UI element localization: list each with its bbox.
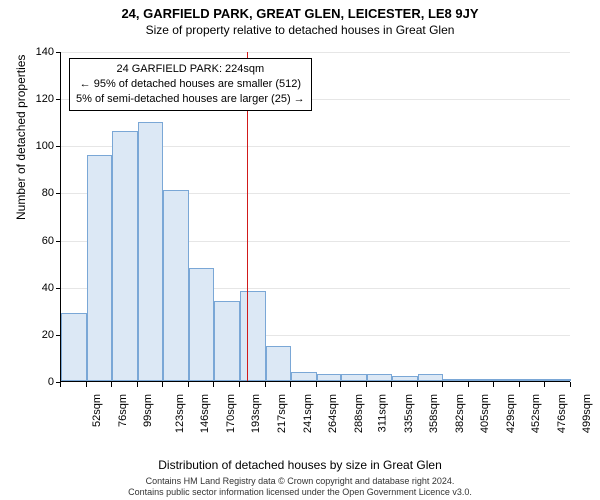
xtick-label: 241sqm (302, 394, 314, 433)
histogram-bar (112, 131, 138, 381)
histogram-bar (189, 268, 214, 381)
ytick-label: 0 (24, 376, 54, 388)
xtick-label: 193sqm (250, 394, 262, 433)
xtick-mark (111, 382, 112, 387)
xtick-label: 382sqm (454, 394, 466, 433)
title-block: 24, GARFIELD PARK, GREAT GLEN, LEICESTER… (0, 0, 600, 37)
histogram-bar (367, 374, 392, 381)
histogram-bar (392, 376, 418, 381)
xtick-mark (570, 382, 571, 387)
histogram-bar (341, 374, 367, 381)
histogram-bar (494, 379, 520, 381)
chart-container: 020406080100120140 24 GARFIELD PARK: 224… (60, 52, 570, 412)
xtick-label: 429sqm (505, 394, 517, 433)
annot-line1: 24 GARFIELD PARK: 224sqm (76, 62, 305, 77)
xtick-label: 217sqm (276, 394, 288, 433)
xtick-label: 99sqm (142, 394, 154, 427)
xtick-mark (493, 382, 494, 387)
histogram-bar (545, 379, 571, 381)
xtick-mark (544, 382, 545, 387)
xtick-mark (265, 382, 266, 387)
xtick-label: 170sqm (225, 394, 237, 433)
xtick-mark (213, 382, 214, 387)
xtick-label: 476sqm (556, 394, 568, 433)
histogram-bar (266, 346, 291, 381)
ytick-label: 60 (24, 235, 54, 247)
xtick-label: 264sqm (327, 394, 339, 433)
annot-line2: ← 95% of detached houses are smaller (51… (76, 77, 305, 92)
xtick-mark (137, 382, 138, 387)
page-title: 24, GARFIELD PARK, GREAT GLEN, LEICESTER… (0, 6, 600, 21)
histogram-bar (61, 313, 87, 381)
histogram-bar (418, 374, 443, 381)
xtick-label: 146sqm (199, 394, 211, 433)
ytick-label: 40 (24, 282, 54, 294)
xtick-mark (519, 382, 520, 387)
xtick-mark (417, 382, 418, 387)
ytick-mark (56, 241, 61, 242)
xtick-label: 288sqm (353, 394, 365, 433)
histogram-bar (317, 374, 342, 381)
ytick-label: 20 (24, 329, 54, 341)
xtick-mark (391, 382, 392, 387)
histogram-bar (520, 379, 545, 381)
ytick-mark (56, 288, 61, 289)
xtick-label: 452sqm (530, 394, 542, 433)
ytick-mark (56, 193, 61, 194)
xtick-mark (60, 382, 61, 387)
xtick-mark (239, 382, 240, 387)
x-axis-label: Distribution of detached houses by size … (0, 458, 600, 472)
xtick-label: 405sqm (479, 394, 491, 433)
xtick-mark (442, 382, 443, 387)
xtick-mark (162, 382, 163, 387)
histogram-bar (291, 372, 317, 381)
histogram-bar (87, 155, 112, 381)
footer-line2: Contains public sector information licen… (0, 487, 600, 498)
histogram-bar (240, 291, 266, 381)
page-subtitle: Size of property relative to detached ho… (0, 23, 600, 37)
xtick-mark (340, 382, 341, 387)
ytick-mark (56, 52, 61, 53)
xtick-mark (366, 382, 367, 387)
xtick-label: 76sqm (117, 394, 129, 427)
plot-area: 020406080100120140 24 GARFIELD PARK: 224… (60, 52, 570, 382)
xtick-label: 311sqm (377, 394, 389, 432)
ytick-mark (56, 99, 61, 100)
xtick-label: 123sqm (174, 394, 186, 433)
xtick-label: 335sqm (404, 394, 416, 433)
ytick-label: 120 (24, 93, 54, 105)
annotation-box: 24 GARFIELD PARK: 224sqm ← 95% of detach… (69, 58, 312, 111)
xtick-mark (316, 382, 317, 387)
histogram-bar (443, 379, 469, 381)
annot-line3: 5% of semi-detached houses are larger (2… (76, 92, 305, 107)
footer-line1: Contains HM Land Registry data © Crown c… (0, 476, 600, 487)
histogram-bar (163, 190, 189, 381)
histogram-bar (138, 122, 163, 381)
histogram-bar (469, 379, 494, 381)
ytick-label: 80 (24, 187, 54, 199)
xtick-mark (468, 382, 469, 387)
xtick-label: 52sqm (91, 394, 103, 427)
histogram-bar (214, 301, 240, 381)
xtick-label: 499sqm (581, 394, 593, 433)
xtick-mark (290, 382, 291, 387)
xtick-label: 358sqm (428, 394, 440, 433)
ytick-label: 140 (24, 46, 54, 58)
xtick-mark (188, 382, 189, 387)
ytick-label: 100 (24, 140, 54, 152)
grid-line (61, 52, 570, 53)
xtick-mark (86, 382, 87, 387)
ytick-mark (56, 146, 61, 147)
footer: Contains HM Land Registry data © Crown c… (0, 476, 600, 499)
